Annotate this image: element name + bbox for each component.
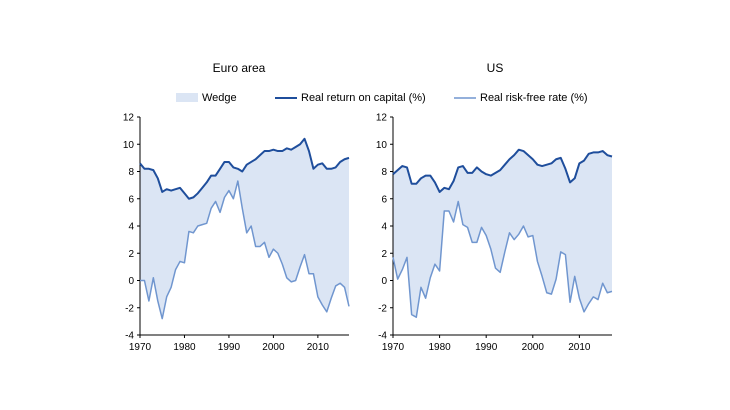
euro-area-y-tick-label: 8 bbox=[128, 167, 134, 178]
euro-area-y-tick-label: -2 bbox=[125, 303, 134, 314]
us-x-tick-label: 2000 bbox=[522, 342, 545, 353]
us-title: US bbox=[487, 61, 504, 75]
us-y-tick-label: 0 bbox=[381, 276, 387, 287]
legend-wedge-label: Wedge bbox=[202, 92, 237, 104]
euro-area-x-tick-label: 2000 bbox=[262, 342, 285, 353]
us-riskfree-line bbox=[392, 200, 613, 319]
us-x-tick-label: 1980 bbox=[428, 342, 451, 353]
euro-area-y-tick-label: 6 bbox=[128, 194, 134, 205]
euro-area-x-tick-label: 1980 bbox=[173, 342, 196, 353]
euro-area-y-tick-label: -4 bbox=[125, 331, 134, 342]
euro-area-y-tick-label: 12 bbox=[123, 113, 135, 124]
euro-area-y-tick-label: 0 bbox=[128, 276, 134, 287]
euro-area-y-tick-label: 4 bbox=[128, 222, 134, 233]
legend-wedge-swatch bbox=[176, 93, 198, 102]
euro-area-return-line bbox=[139, 137, 350, 200]
euro-area-y-tick-label: 2 bbox=[128, 249, 134, 260]
euro-area-x-tick-label: 1990 bbox=[218, 342, 241, 353]
euro-area-title: Euro area bbox=[213, 61, 266, 75]
us-y-tick-label: 2 bbox=[381, 249, 387, 260]
us-x-tick-label: 2010 bbox=[568, 342, 591, 353]
us-y-tick-label: -2 bbox=[378, 303, 387, 314]
us-y-tick-label: 8 bbox=[381, 167, 387, 178]
euro-area-panel: -4 -2 0 2 4 6 8 10 12 1970 1980 1990 2000 2010 bbox=[123, 113, 350, 353]
us-panel: -4 -2 0 2 4 6 8 10 12 1970 1980 1990 2000 2010 bbox=[376, 113, 613, 353]
us-x-tick-label: 1990 bbox=[475, 342, 498, 353]
euro-area-riskfree-line bbox=[140, 180, 350, 320]
us-wedge-area bbox=[393, 149, 612, 318]
euro-area-x-tick-label: 2010 bbox=[307, 342, 330, 353]
euro-area-x-tick-label: 1970 bbox=[129, 342, 152, 353]
legend-return-label: Real return on capital (%) bbox=[301, 92, 426, 104]
us-y-tick-label: 12 bbox=[376, 113, 388, 124]
euro-area-y-tick-label: 10 bbox=[123, 140, 135, 151]
us-return-line bbox=[392, 148, 613, 193]
us-y-tick-label: 4 bbox=[381, 222, 387, 233]
legend: Wedge Real return on capital (%) Real ri… bbox=[176, 92, 588, 104]
legend-riskfree-label: Real risk-free rate (%) bbox=[480, 92, 588, 104]
us-y-tick-label: 6 bbox=[381, 194, 387, 205]
us-x-tick-label: 1970 bbox=[382, 342, 405, 353]
us-y-tick-label: 10 bbox=[376, 140, 388, 151]
us-y-tick-label: -4 bbox=[378, 331, 387, 342]
euro-area-wedge-area bbox=[140, 138, 349, 319]
